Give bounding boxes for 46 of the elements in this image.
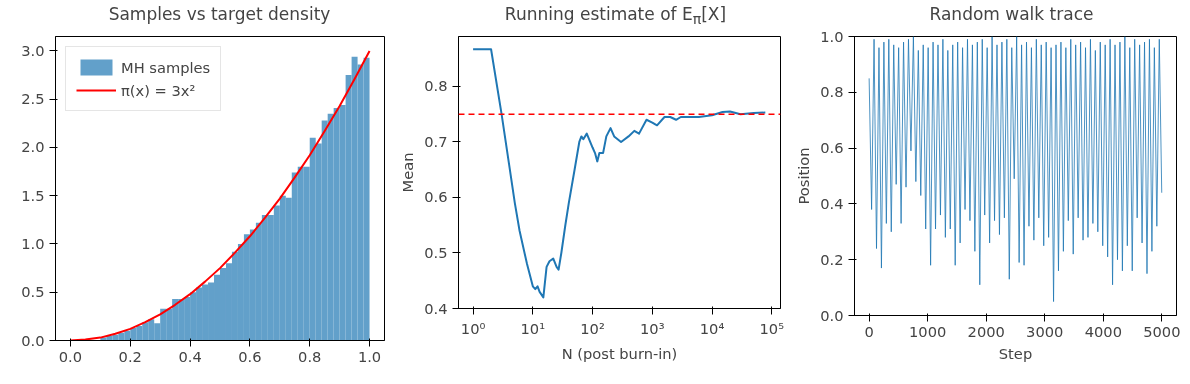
x-tick-label: 0.0: [58, 347, 83, 365]
y-tick-label: 0.4: [424, 299, 448, 317]
y-tick-label: 1.5: [21, 186, 45, 204]
legend-label: π(x) = 3x²: [121, 81, 196, 99]
x-tick-label: 10²: [580, 319, 605, 337]
x-tick-label: 1000: [909, 322, 947, 340]
legend-label: MH samples: [121, 58, 211, 76]
x-tick-label: 0.6: [238, 347, 262, 365]
x-tick-label: 10⁰: [460, 319, 486, 337]
x-tick-label: 10¹: [520, 319, 546, 337]
y-tick-label: 0.0: [820, 306, 844, 324]
x-tick-label: 5000: [1143, 322, 1181, 340]
y-tick-label: 0.6: [820, 139, 844, 157]
x-tick-label: 1.0: [357, 347, 382, 365]
y-tick-label: 0.6: [424, 188, 448, 206]
y-tick-label: 0.4: [820, 194, 844, 212]
y-tick-label: 0.8: [424, 77, 448, 95]
x-tick-label: 3000: [1026, 322, 1064, 340]
x-tick-label: 10³: [640, 319, 665, 337]
x-tick-label: 2000: [967, 322, 1005, 340]
line-series: [69, 49, 371, 341]
y-axis-title: Mean: [399, 152, 417, 193]
y-tick-label: 2.5: [21, 90, 45, 108]
line-series: [868, 36, 1163, 302]
x-tick-label: 0.4: [178, 347, 202, 365]
x-tick-label: 0.2: [118, 347, 142, 365]
x-axis-title: N (post burn-in): [561, 344, 678, 362]
y-tick-label: 0.5: [424, 243, 448, 261]
x-tick-label: 10⁴: [699, 319, 725, 337]
y-tick-label: 0.2: [820, 250, 844, 268]
chart-title: Random walk trace: [929, 3, 1094, 26]
x-tick-label: 10⁵: [759, 319, 785, 337]
x-tick-label: 4000: [1084, 322, 1122, 340]
chart-title: Running estimate of E$_{π}$[X]: [504, 3, 727, 30]
chart-title: Samples vs target density: [108, 3, 331, 26]
y-tick-label: 0.5: [21, 283, 45, 301]
x-tick-label: 0: [864, 322, 874, 340]
y-tick-label: 0.8: [820, 83, 844, 101]
y-axis-title: Position: [795, 147, 813, 205]
y-tick-label: 2.0: [21, 138, 45, 156]
y-tick-label: 0.7: [424, 132, 448, 150]
y-tick-label: 1.0: [820, 27, 844, 45]
x-axis-title: Step: [998, 344, 1033, 362]
y-tick-label: 3.0: [21, 41, 45, 59]
y-tick-label: 1.0: [21, 234, 45, 252]
x-tick-label: 0.8: [298, 347, 322, 365]
